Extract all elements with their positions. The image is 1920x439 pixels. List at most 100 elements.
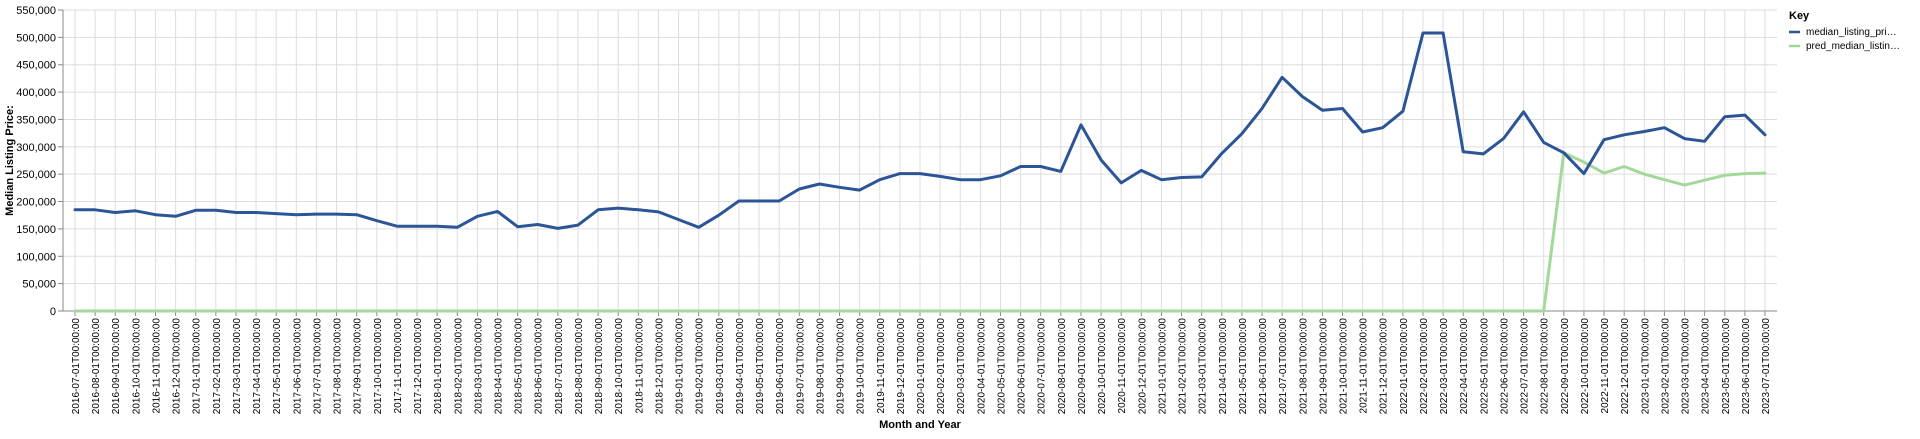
x-tick-label: 2021-11-01T00:00:00 bbox=[1359, 318, 1370, 414]
x-axis-title: Month and Year bbox=[879, 419, 961, 431]
legend-label: median_listing_pri… bbox=[1806, 27, 1897, 38]
series-line-0 bbox=[73, 31, 1767, 230]
x-tick-label: 2021-12-01T00:00:00 bbox=[1379, 318, 1390, 415]
series-lines bbox=[73, 31, 1767, 313]
x-tick-label: 2023-06-01T00:00:00 bbox=[1741, 318, 1752, 415]
x-tick-label: 2020-06-01T00:00:00 bbox=[1017, 318, 1028, 415]
x-tick-label: 2023-05-01T00:00:00 bbox=[1721, 318, 1732, 415]
y-tick-label: 450,000 bbox=[16, 60, 56, 72]
x-tick-label: 2017-10-01T00:00:00 bbox=[373, 318, 384, 415]
x-tick-label: 2018-08-01T00:00:00 bbox=[574, 318, 585, 415]
x-tick-label: 2019-04-01T00:00:00 bbox=[735, 318, 746, 415]
x-tick-label: 2019-09-01T00:00:00 bbox=[836, 318, 847, 415]
x-tick-label: 2018-07-01T00:00:00 bbox=[554, 318, 565, 415]
legend-title: Key bbox=[1789, 10, 1810, 22]
x-tick-label: 2022-05-01T00:00:00 bbox=[1479, 318, 1490, 415]
x-tick-label: 2022-07-01T00:00:00 bbox=[1520, 318, 1531, 415]
x-tick-label: 2017-09-01T00:00:00 bbox=[353, 318, 364, 415]
x-tick-label: 2018-04-01T00:00:00 bbox=[494, 318, 505, 415]
x-tick-label: 2022-11-01T00:00:00 bbox=[1600, 318, 1611, 414]
x-tick-label: 2016-08-01T00:00:00 bbox=[91, 318, 102, 415]
x-tick-label: 2023-07-01T00:00:00 bbox=[1761, 318, 1772, 415]
x-tick-label: 2022-06-01T00:00:00 bbox=[1499, 318, 1510, 415]
y-tick-label: 300,000 bbox=[16, 142, 56, 154]
x-tick-label: 2021-02-01T00:00:00 bbox=[1178, 318, 1189, 415]
x-tick-label: 2021-10-01T00:00:00 bbox=[1339, 318, 1350, 415]
x-tick-label: 2019-07-01T00:00:00 bbox=[795, 318, 806, 415]
x-tick-label: 2018-12-01T00:00:00 bbox=[654, 318, 665, 415]
x-tick-label: 2021-04-01T00:00:00 bbox=[1218, 318, 1229, 415]
x-tick-label: 2017-04-01T00:00:00 bbox=[252, 318, 263, 415]
x-tick-label: 2018-03-01T00:00:00 bbox=[473, 318, 484, 415]
y-tick-label: 50,000 bbox=[22, 279, 56, 291]
x-tick-label: 2018-11-01T00:00:00 bbox=[634, 318, 645, 414]
x-tick-label: 2018-09-01T00:00:00 bbox=[594, 318, 605, 415]
y-tick-label: 400,000 bbox=[16, 87, 56, 99]
x-tick-label: 2019-05-01T00:00:00 bbox=[755, 318, 766, 415]
y-tick-label: 500,000 bbox=[16, 32, 56, 44]
x-tick-label: 2023-04-01T00:00:00 bbox=[1701, 318, 1712, 415]
x-tick-label: 2017-11-01T00:00:00 bbox=[393, 318, 404, 414]
x-tick-label: 2022-10-01T00:00:00 bbox=[1580, 318, 1591, 415]
x-tick-label: 2022-03-01T00:00:00 bbox=[1439, 318, 1450, 415]
axes: 0 50,000 100,000 150,000 200,000 250,000 300,0… bbox=[16, 5, 1777, 414]
y-tick-label: 550,000 bbox=[16, 5, 56, 17]
x-tick-label: 2021-01-01T00:00:00 bbox=[1157, 318, 1168, 415]
x-tick-label: 2018-05-01T00:00:00 bbox=[514, 318, 525, 415]
y-tick-label: 250,000 bbox=[16, 169, 56, 181]
x-tick-label: 2019-08-01T00:00:00 bbox=[815, 318, 826, 415]
x-tick-label: 2021-07-01T00:00:00 bbox=[1278, 318, 1289, 415]
x-tick-label: 2022-09-01T00:00:00 bbox=[1560, 318, 1571, 415]
x-tick-label: 2017-12-01T00:00:00 bbox=[413, 318, 424, 415]
y-tick-label: 200,000 bbox=[16, 197, 56, 209]
x-tick-label: 2018-02-01T00:00:00 bbox=[453, 318, 464, 415]
x-tick-label: 2020-07-01T00:00:00 bbox=[1037, 318, 1048, 415]
x-tick-label: 2017-07-01T00:00:00 bbox=[312, 318, 323, 415]
x-tick-label: 2019-12-01T00:00:00 bbox=[896, 318, 907, 415]
x-tick-label: 2023-03-01T00:00:00 bbox=[1681, 318, 1692, 415]
legend-label: pred_median_listin… bbox=[1806, 41, 1900, 52]
x-tick-label: 2020-10-01T00:00:00 bbox=[1097, 318, 1108, 415]
x-tick-label: 2022-08-01T00:00:00 bbox=[1540, 318, 1551, 415]
x-tick-label: 2020-03-01T00:00:00 bbox=[956, 318, 967, 415]
x-tick-label: 2019-02-01T00:00:00 bbox=[695, 318, 706, 415]
x-tick-label: 2020-02-01T00:00:00 bbox=[936, 318, 947, 415]
legend: Key median_listing_pri… pred_median_listi… bbox=[1789, 10, 1900, 52]
x-tick-label: 2020-04-01T00:00:00 bbox=[976, 318, 987, 415]
x-tick-label: 2019-01-01T00:00:00 bbox=[675, 318, 686, 415]
x-tick-label: 2021-09-01T00:00:00 bbox=[1318, 318, 1329, 415]
x-tick-label: 2019-10-01T00:00:00 bbox=[856, 318, 867, 415]
y-tick-label: 0 bbox=[50, 306, 56, 318]
x-tick-label: 2021-05-01T00:00:00 bbox=[1238, 318, 1249, 415]
x-tick-label: 2019-03-01T00:00:00 bbox=[715, 318, 726, 415]
x-tick-label: 2016-09-01T00:00:00 bbox=[111, 318, 122, 415]
x-tick-label: 2020-12-01T00:00:00 bbox=[1137, 318, 1148, 415]
x-tick-label: 2017-01-01T00:00:00 bbox=[192, 318, 203, 415]
x-tick-label: 2020-09-01T00:00:00 bbox=[1077, 318, 1088, 415]
x-tick-label: 2022-01-01T00:00:00 bbox=[1399, 318, 1410, 415]
x-tick-label: 2019-11-01T00:00:00 bbox=[876, 318, 887, 414]
x-tick-label: 2021-08-01T00:00:00 bbox=[1298, 318, 1309, 415]
x-tick-label: 2021-06-01T00:00:00 bbox=[1258, 318, 1269, 415]
y-tick-label: 150,000 bbox=[16, 224, 56, 236]
x-tick-label: 2021-03-01T00:00:00 bbox=[1198, 318, 1209, 415]
x-tick-label: 2020-08-01T00:00:00 bbox=[1057, 318, 1068, 415]
x-tick-label: 2020-01-01T00:00:00 bbox=[916, 318, 927, 415]
grid-lines bbox=[63, 9, 1777, 312]
y-tick-label: 350,000 bbox=[16, 114, 56, 126]
x-tick-label: 2016-07-01T00:00:00 bbox=[71, 318, 82, 415]
x-tick-label: 2022-12-01T00:00:00 bbox=[1620, 318, 1631, 415]
x-tick-label: 2016-10-01T00:00:00 bbox=[131, 318, 142, 415]
x-tick-label: 2017-08-01T00:00:00 bbox=[333, 318, 344, 415]
x-tick-label: 2018-01-01T00:00:00 bbox=[433, 318, 444, 415]
x-tick-label: 2017-02-01T00:00:00 bbox=[212, 318, 223, 415]
x-tick-label: 2020-11-01T00:00:00 bbox=[1117, 318, 1128, 414]
x-tick-label: 2023-01-01T00:00:00 bbox=[1640, 318, 1651, 415]
y-tick-label: 100,000 bbox=[16, 251, 56, 263]
x-tick-label: 2019-06-01T00:00:00 bbox=[775, 318, 786, 415]
x-tick-label: 2018-06-01T00:00:00 bbox=[534, 318, 545, 415]
x-tick-label: 2016-12-01T00:00:00 bbox=[172, 318, 183, 415]
x-tick-label: 2022-02-01T00:00:00 bbox=[1419, 318, 1430, 415]
x-tick-label: 2017-06-01T00:00:00 bbox=[292, 318, 303, 415]
